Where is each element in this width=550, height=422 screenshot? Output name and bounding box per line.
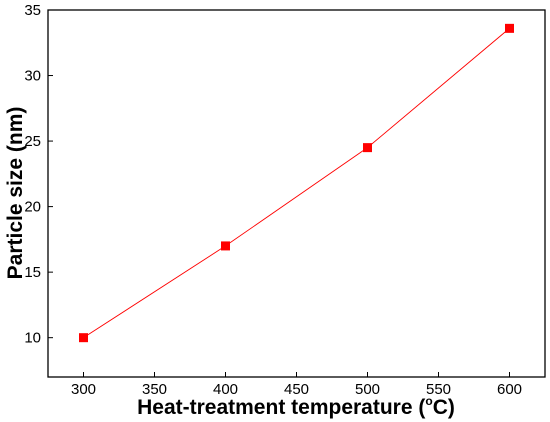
x-tick-label: 350	[142, 381, 167, 398]
y-tick-label: 10	[24, 330, 41, 347]
x-axis-title-text: Heat-treatment temperature (	[137, 396, 425, 419]
y-axis-ticks: 10 15 20 25 30 35	[24, 2, 53, 347]
data-point	[79, 333, 88, 343]
x-axis-degree-symbol: o	[425, 394, 432, 408]
x-axis-title-unit: C)	[433, 396, 455, 419]
x-tick-label: 550	[426, 381, 451, 398]
y-axis-title: Particle size (nm)	[4, 107, 27, 280]
series-line	[83, 28, 510, 339]
x-tick-label: 600	[497, 381, 522, 398]
x-tick-label: 500	[355, 381, 380, 398]
data-point	[221, 241, 230, 251]
y-tick-label: 30	[24, 68, 41, 85]
y-tick-label: 15	[24, 264, 41, 281]
x-tick-label: 400	[213, 381, 238, 398]
plot-frame	[47, 9, 546, 378]
data-series	[79, 23, 514, 343]
x-tick-label: 300	[71, 381, 96, 398]
data-point	[505, 23, 514, 33]
x-axis-title: Heat-treatment temperature (oC)	[137, 394, 455, 419]
y-tick-label: 35	[24, 2, 41, 19]
x-axis-ticks: 300 350 400 450 500 550 600	[71, 372, 522, 398]
x-tick-label: 450	[284, 381, 309, 398]
y-tick-label: 25	[24, 133, 41, 150]
data-point	[363, 143, 372, 153]
y-tick-label: 20	[24, 199, 41, 216]
